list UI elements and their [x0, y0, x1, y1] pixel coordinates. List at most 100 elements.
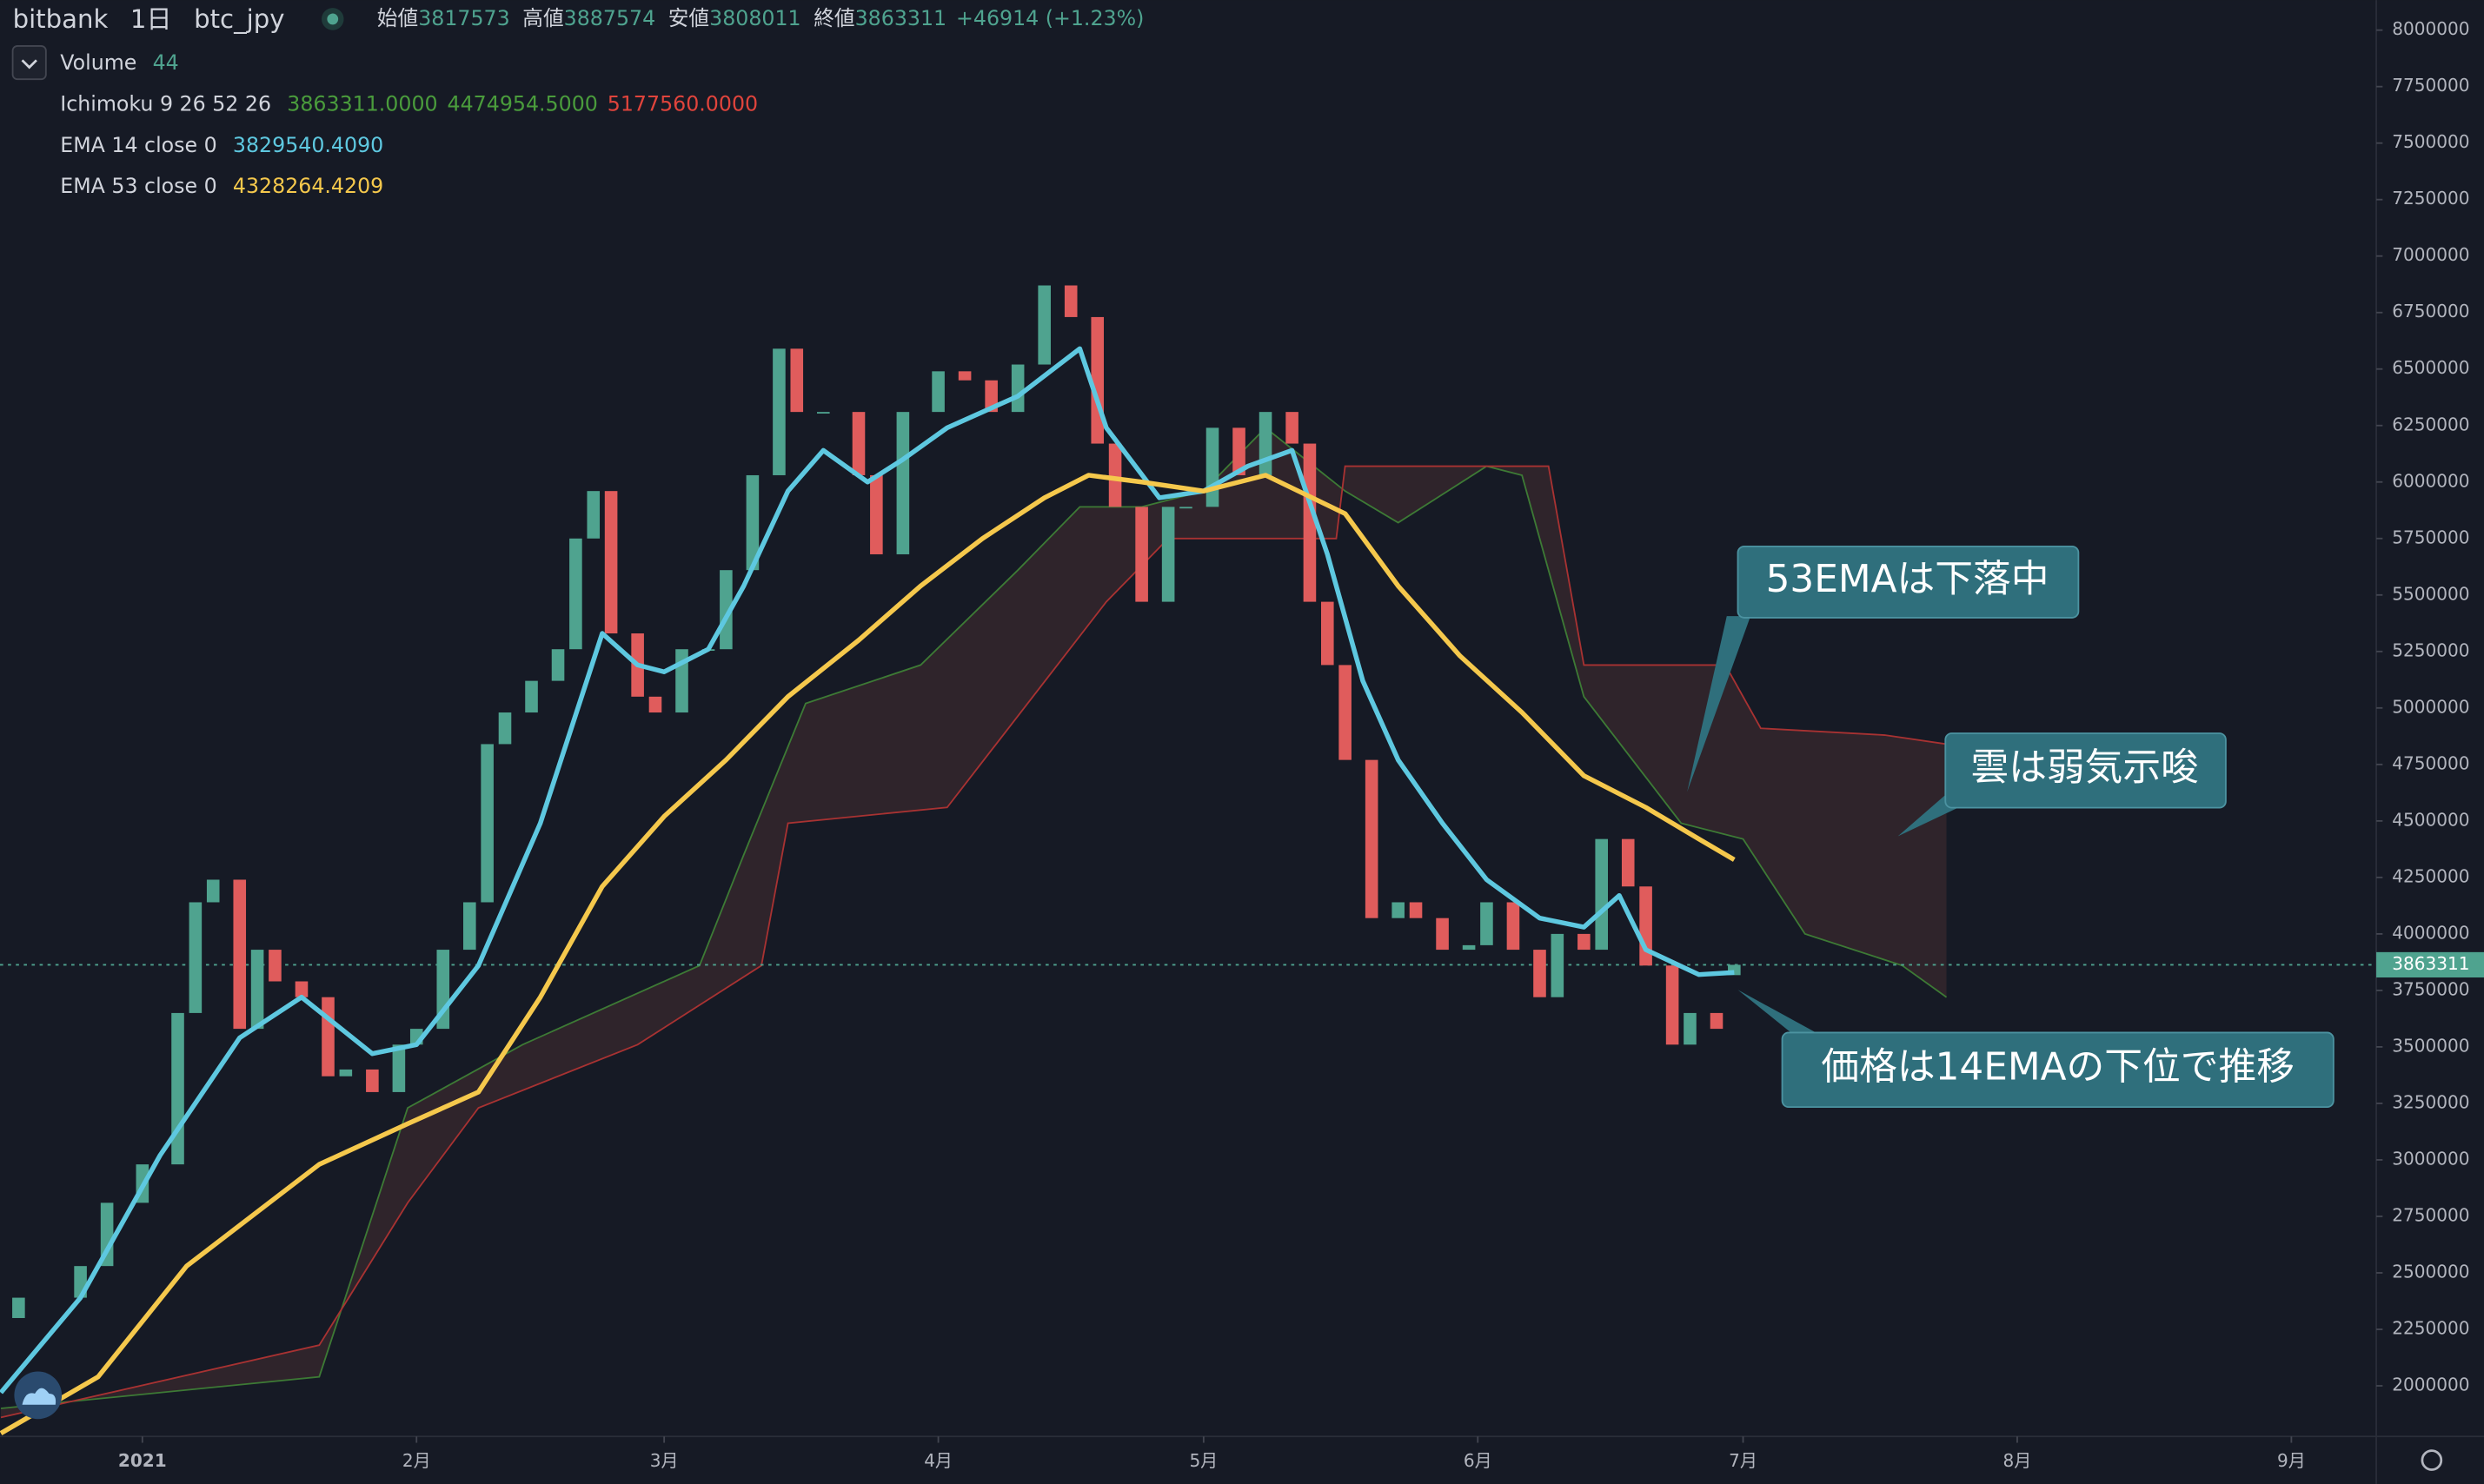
last-price-tag — [2376, 951, 2484, 978]
y-tick-label: 4500000 — [2392, 809, 2469, 830]
y-tick-label: 8000000 — [2392, 18, 2469, 39]
y-tick-label: 4250000 — [2392, 865, 2469, 886]
candle-body — [1303, 443, 1317, 602]
candle-body — [1108, 443, 1122, 507]
collapse-button[interactable] — [11, 45, 47, 81]
annotation-pointer — [1687, 616, 1751, 792]
annotation-text: 価格は14EMAの下位で推移 — [1821, 1044, 2295, 1089]
candle-body — [1728, 964, 1741, 976]
ema14-name: EMA 14 close 0 — [60, 132, 216, 156]
candle-body — [1285, 412, 1298, 444]
axes: 2000000 2250000 2500000 2750000 3000000 32500… — [118, 18, 2484, 1471]
high-value: 3887574 — [564, 5, 656, 30]
candle-body — [1064, 285, 1078, 317]
annotation: 53EMAは下落中 — [1687, 545, 2080, 792]
settings-icon[interactable] — [2421, 1449, 2443, 1471]
candle-body — [1161, 507, 1175, 602]
candle-body — [746, 474, 760, 571]
status-dot — [327, 13, 339, 25]
ema53-name: EMA 53 close 0 — [60, 174, 216, 198]
candle-body — [366, 1069, 379, 1092]
ichimoku-value: 5177560.0000 — [608, 91, 758, 116]
candle-body — [1391, 902, 1405, 918]
candle-body — [1436, 918, 1449, 951]
symbol-header: bitbank 1日 btc_jpy — [13, 4, 285, 34]
y-tick-label: 4750000 — [2392, 752, 2469, 773]
y-tick-label: 2750000 — [2392, 1204, 2469, 1225]
plot-area — [0, 285, 2377, 1435]
open-value: 3817573 — [418, 5, 510, 30]
candle-body — [1338, 665, 1352, 760]
y-tick-label: 5250000 — [2392, 639, 2469, 660]
candle-body — [1621, 838, 1635, 887]
annotation: 雲は弱気示唆 — [1897, 732, 2227, 837]
annotation-text: 雲は弱気示唆 — [1970, 745, 2198, 790]
candle-body — [569, 538, 582, 650]
y-tick-label: 7250000 — [2392, 188, 2469, 209]
ema-line — [0, 346, 1735, 1395]
x-tick-label: 5月 — [1189, 1450, 1218, 1471]
ema53-value: 4328264.4209 — [233, 174, 383, 198]
candle-body — [1409, 902, 1423, 918]
candle-body — [1205, 427, 1219, 507]
candle-body — [498, 712, 512, 745]
candle-body — [1462, 944, 1476, 951]
annotation-box — [1781, 1031, 2335, 1109]
y-tick-label: 6000000 — [2392, 470, 2469, 491]
candle-body — [233, 879, 247, 1030]
pair: btc_jpy — [194, 4, 284, 34]
y-tick-label: 2000000 — [2392, 1374, 2469, 1395]
candle-body — [1320, 601, 1334, 666]
y-tick-label: 6250000 — [2392, 414, 2469, 434]
candle-body — [525, 680, 538, 713]
candle-body — [1710, 1012, 1724, 1030]
candle-body — [773, 348, 786, 475]
x-tick-label: 7月 — [1729, 1450, 1757, 1471]
low-label: 安値 — [668, 5, 709, 30]
y-tick-label: 3750000 — [2392, 978, 2469, 999]
ichimoku-value: 3863311.0000 — [287, 91, 437, 116]
candle-body — [12, 1297, 25, 1318]
ohlc-line: 始値3817573 高値3887574 安値3808011 終値3863311 +469… — [377, 5, 1145, 30]
candle-body — [1595, 838, 1609, 951]
candle-body — [1232, 427, 1245, 475]
candle-body — [463, 902, 476, 951]
candle-body — [604, 491, 618, 634]
volume-name: Volume — [60, 50, 136, 74]
last-price-label: 3863311 — [2392, 953, 2469, 974]
ichimoku-value: 4474954.5000 — [448, 91, 598, 116]
change-value: +46914 (+1.23%) — [956, 5, 1144, 30]
y-tick-label: 2500000 — [2392, 1261, 2469, 1282]
ichimoku-legend: Ichimoku 9 26 52 26 3863311.0000 4474954.5… — [60, 91, 758, 116]
candle-body — [817, 412, 830, 414]
x-tick-label: 2021 — [118, 1450, 167, 1471]
candle-body — [1179, 507, 1192, 509]
candle-body — [269, 950, 282, 982]
candle-body — [720, 570, 733, 650]
collapse-icon — [21, 59, 37, 70]
x-tick-label: 8月 — [2003, 1450, 2032, 1471]
y-tick-label: 4000000 — [2392, 922, 2469, 943]
candle-body — [1480, 902, 1493, 945]
volume-legend: Volume 44 — [60, 50, 178, 74]
logo-cloud — [22, 1388, 56, 1405]
candle-body — [790, 348, 804, 413]
annotation-box — [1737, 545, 2080, 619]
symbol: bitbank — [13, 4, 109, 34]
x-tick-label: 3月 — [650, 1450, 679, 1471]
y-tick-label: 5000000 — [2392, 696, 2469, 717]
y-tick-label: 5750000 — [2392, 527, 2469, 547]
open-label: 始値 — [377, 5, 418, 30]
candle-body — [932, 371, 945, 413]
ichimoku-name: Ichimoku 9 26 52 26 — [60, 91, 271, 116]
candle-body — [1365, 759, 1378, 918]
ema53-legend: EMA 53 close 0 4328264.4209 — [60, 174, 383, 198]
annotation-pointer — [1737, 990, 1823, 1037]
candle-body — [339, 1069, 353, 1077]
candle-body — [1551, 933, 1564, 997]
cloud-fill — [1, 427, 1947, 1418]
candle-body — [1577, 933, 1591, 951]
y-tick-label: 6750000 — [2392, 301, 2469, 321]
candle-body — [481, 744, 494, 903]
